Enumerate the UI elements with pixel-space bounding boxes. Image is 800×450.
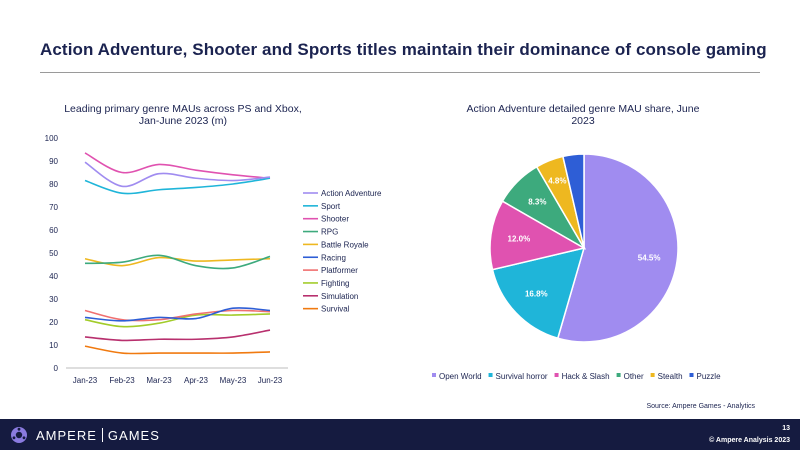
pie-chart-title: Action Adventure detailed genre MAU shar… bbox=[467, 103, 700, 115]
y-tick-label: 10 bbox=[49, 341, 58, 350]
pie-legend-label: Puzzle bbox=[697, 372, 722, 381]
pie-legend-swatch bbox=[488, 373, 493, 377]
pie-legend-label: Stealth bbox=[658, 372, 683, 381]
pie-legend-swatch bbox=[616, 373, 621, 377]
pie-data-label: 16.8% bbox=[525, 289, 548, 298]
legend-label: Survival bbox=[321, 305, 350, 314]
legend-label: Fighting bbox=[321, 279, 349, 288]
pie-slice-puzzle bbox=[562, 153, 585, 249]
brand-games: GAMES bbox=[107, 428, 160, 443]
series-line-action-adventure bbox=[84, 161, 271, 188]
x-tick-label: Apr-23 bbox=[184, 376, 209, 385]
pie-legend-label: Open World bbox=[439, 372, 482, 381]
pie-legend-label: Other bbox=[624, 372, 644, 381]
pie-chart-title: 2023 bbox=[571, 115, 595, 127]
series-line-platformer bbox=[84, 309, 271, 322]
legend-label: Sport bbox=[321, 202, 341, 211]
pie-legend-label: Hack & Slash bbox=[562, 372, 610, 381]
y-tick-label: 50 bbox=[49, 249, 58, 258]
page-number: 13 bbox=[782, 425, 790, 432]
y-tick-label: 100 bbox=[45, 134, 59, 143]
series-line-simulation bbox=[84, 329, 271, 342]
line-chart-title: Jan-June 2023 (m) bbox=[139, 115, 227, 127]
y-tick-label: 40 bbox=[49, 272, 58, 281]
y-tick-label: 60 bbox=[49, 226, 58, 235]
x-tick-label: Mar-23 bbox=[146, 376, 172, 385]
pie-legend-swatch bbox=[650, 373, 655, 377]
legend-label: Shooter bbox=[321, 215, 349, 224]
title-divider bbox=[40, 72, 760, 73]
pie-legend-swatch bbox=[432, 373, 436, 377]
line-chart-title: Leading primary genre MAUs across PS and… bbox=[64, 103, 302, 115]
y-tick-label: 80 bbox=[49, 180, 58, 189]
pie-data-label: 54.5% bbox=[638, 253, 661, 262]
y-tick-label: 90 bbox=[49, 157, 58, 166]
brand-name: AMPERE GAMES bbox=[36, 428, 160, 443]
ampere-logo-icon bbox=[11, 427, 27, 443]
brand-ampere: AMPERE bbox=[36, 428, 97, 443]
x-tick-label: Jan-23 bbox=[73, 376, 98, 385]
pie-data-label: 12.0% bbox=[508, 235, 531, 244]
pie-slice-survival-horror bbox=[491, 246, 586, 340]
footer-bar: AMPERE GAMES 13 © Ampere Analysis 2023 bbox=[0, 419, 800, 450]
series-line-rpg bbox=[84, 254, 271, 270]
pie-chart: Action Adventure detailed genre MAU shar… bbox=[432, 103, 721, 381]
pie-slice-open-world bbox=[556, 153, 679, 343]
page-title: Action Adventure, Shooter and Sports tit… bbox=[40, 40, 767, 59]
y-tick-label: 30 bbox=[49, 295, 58, 304]
line-chart: Leading primary genre MAUs across PS and… bbox=[45, 103, 382, 385]
series-line-sport bbox=[84, 177, 271, 195]
y-tick-label: 20 bbox=[49, 318, 58, 327]
x-tick-label: Feb-23 bbox=[109, 376, 135, 385]
y-tick-label: 70 bbox=[49, 203, 58, 212]
series-line-racing bbox=[84, 307, 271, 322]
pie-legend-label: Survival horror bbox=[496, 372, 548, 381]
series-line-shooter bbox=[84, 152, 271, 180]
source-note: Source: Ampere Games - Analytics bbox=[646, 403, 755, 410]
legend-label: RPG bbox=[321, 228, 338, 237]
x-tick-label: Jun-23 bbox=[258, 376, 283, 385]
legend-label: Action Adventure bbox=[321, 189, 382, 198]
x-tick-label: May-23 bbox=[220, 376, 247, 385]
copyright: © Ampere Analysis 2023 bbox=[709, 437, 790, 444]
legend-label: Platformer bbox=[321, 266, 358, 275]
pie-legend-swatch bbox=[689, 373, 694, 377]
legend-label: Simulation bbox=[321, 292, 358, 301]
pie-data-label: 8.3% bbox=[528, 198, 546, 207]
pie-data-label: 4.8% bbox=[548, 177, 566, 186]
series-line-battle-royale bbox=[84, 256, 271, 267]
pie-slice-hack-slash bbox=[489, 200, 587, 271]
y-tick-label: 0 bbox=[54, 364, 59, 373]
legend-label: Battle Royale bbox=[321, 240, 369, 249]
pie-legend-swatch bbox=[554, 373, 559, 377]
charts-canvas: Leading primary genre MAUs across PS and… bbox=[45, 103, 721, 385]
series-line-survival bbox=[84, 345, 271, 355]
legend-label: Racing bbox=[321, 253, 346, 262]
